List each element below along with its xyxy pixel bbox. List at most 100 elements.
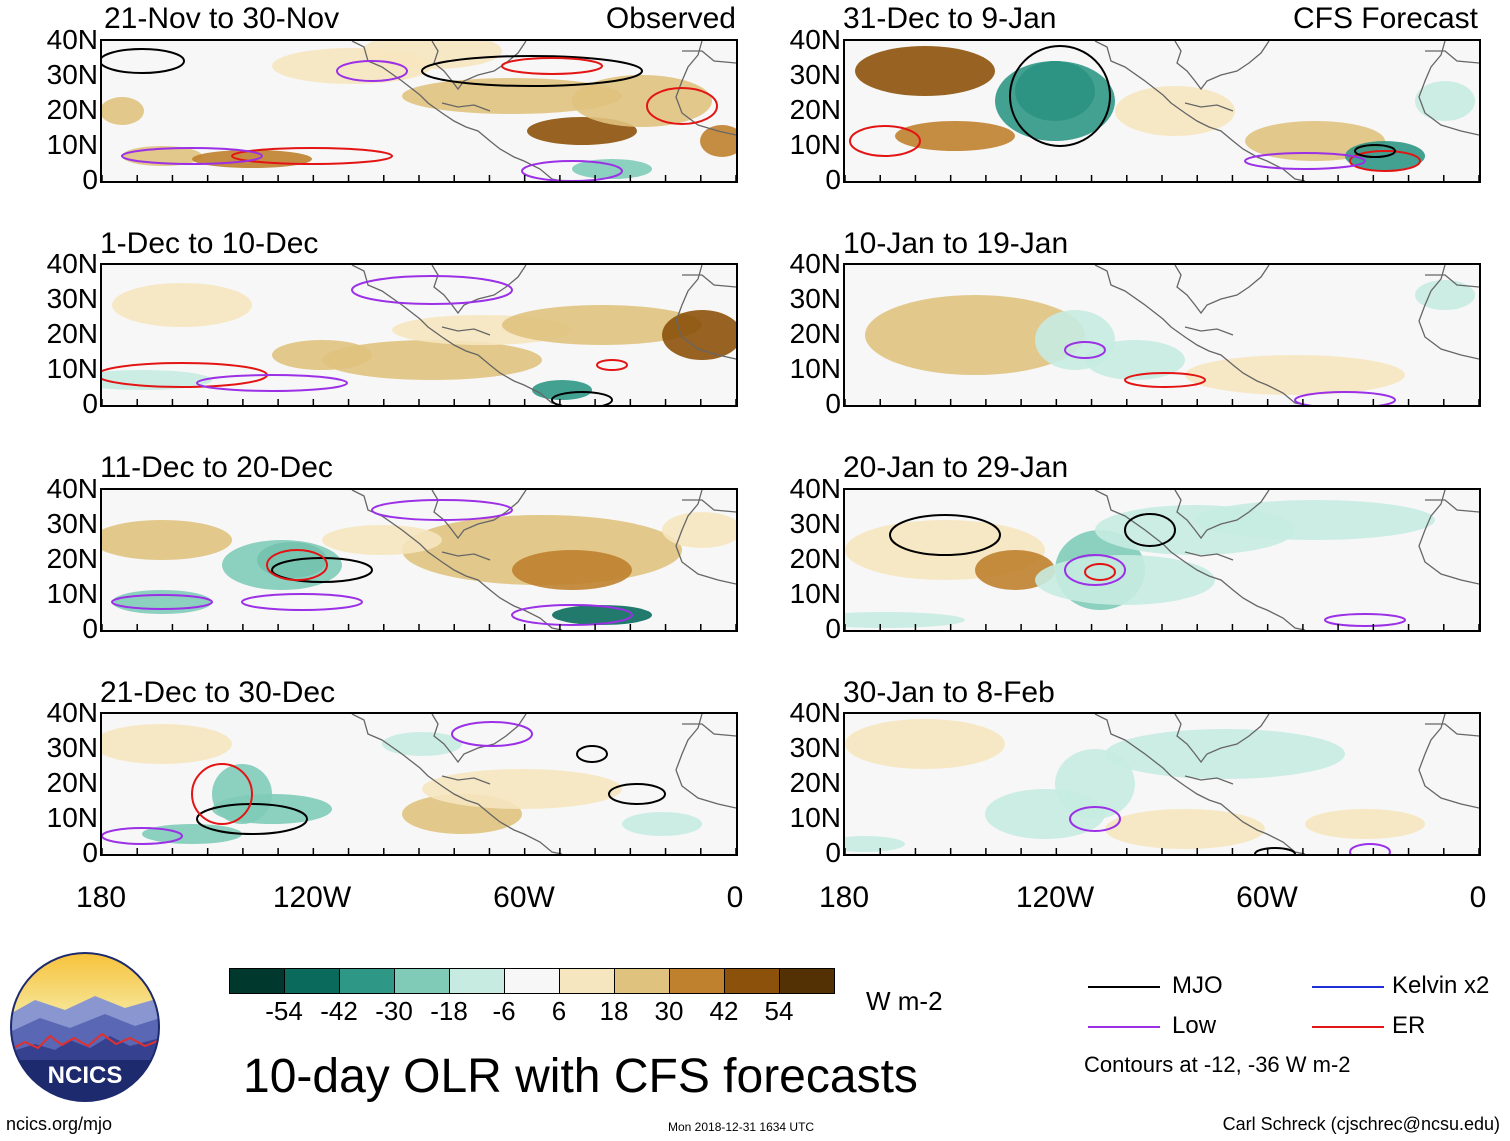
forecast-tag: CFS Forecast: [1292, 2, 1478, 35]
legend-line-low: [1088, 1026, 1160, 1028]
lat-label: 20N: [46, 318, 98, 349]
coastline: [1094, 490, 1479, 630]
wave-contour: [501, 57, 603, 75]
wave-contour: [1349, 843, 1391, 854]
lat-label: 10N: [46, 578, 98, 609]
wave-contour: [451, 721, 533, 747]
wave-contour: [1124, 513, 1176, 547]
wave-contour: [521, 160, 623, 181]
lon-label: 180: [75, 881, 127, 914]
wave-contour: [1254, 847, 1296, 854]
footer-url[interactable]: ncics.org/mjo: [6, 1114, 113, 1134]
lon-label: 60W: [1236, 881, 1298, 914]
footer-timestamp: Mon 2018-12-31 1634 UTC: [668, 1120, 815, 1134]
map-panel-21dec-30dec: [100, 712, 738, 856]
ncics-logo: NCICS: [10, 952, 160, 1102]
lat-label: 0: [82, 837, 98, 868]
olr-anomaly-region: [845, 719, 1005, 769]
legend-label-er: ER: [1392, 1012, 1426, 1039]
lat-label: 10N: [789, 353, 841, 384]
colorbar-swatch: [505, 969, 560, 993]
wave-contour: [596, 359, 628, 371]
wave-contour: [1294, 391, 1396, 405]
wave-contour: [271, 557, 373, 583]
olr-field: [845, 714, 1479, 854]
wave-contour: [196, 803, 308, 835]
wave-contour: [646, 87, 718, 125]
coastline: [1094, 265, 1479, 405]
wave-contour: [102, 827, 183, 845]
wave-contour: [1069, 806, 1121, 832]
panel-title: 11-Dec to 20-Dec: [100, 451, 333, 484]
lon-label: 60W: [493, 881, 555, 914]
wave-contour: [231, 147, 393, 165]
logo-text: NCICS: [48, 1062, 123, 1089]
lat-label: 40N: [46, 24, 98, 55]
colorbar-tick-label: -54: [265, 996, 303, 1026]
lat-label: 30N: [789, 59, 841, 90]
olr-anomaly-region: [985, 789, 1105, 839]
coastline: [351, 714, 736, 854]
wave-contour: [421, 55, 643, 87]
coastline: [351, 265, 736, 405]
wave-contour: [371, 499, 513, 521]
coastline: [1094, 41, 1479, 181]
legend-line-kelvin: [1312, 986, 1384, 988]
olr-anomaly-region: [212, 794, 332, 824]
lat-label: 10N: [789, 129, 841, 160]
lat-label: 40N: [789, 248, 841, 279]
olr-field: [102, 714, 736, 854]
lon-label: 120W: [1015, 881, 1095, 914]
wave-contour: [111, 594, 213, 610]
coastline: [1094, 714, 1479, 854]
colorbar-tick-label: 42: [709, 996, 739, 1026]
map-panel-21nov-30nov: [100, 39, 738, 183]
olr-anomaly-region: [272, 340, 372, 370]
coastline: [351, 490, 736, 630]
colorbar-tick-label: 6: [551, 996, 567, 1026]
olr-anomaly-region: [845, 836, 905, 852]
wave-contour: [1324, 613, 1406, 627]
map-panel-10jan-19jan: [843, 263, 1481, 407]
lat-label: 0: [82, 164, 98, 195]
olr-anomaly-region: [1105, 809, 1265, 849]
lat-label: 30N: [46, 283, 98, 314]
lat-label: 30N: [46, 59, 98, 90]
wave-contour: [266, 549, 328, 581]
olr-anomaly-region: [1035, 555, 1215, 605]
colorbar-swatch: [340, 969, 395, 993]
colorbar-swatch: [560, 969, 615, 993]
lat-label: 0: [825, 388, 841, 419]
legend-line-er: [1312, 1026, 1384, 1028]
olr-field: [845, 41, 1479, 181]
wave-contour: [196, 374, 348, 392]
map-panel-30jan-8feb: [843, 712, 1481, 856]
olr-anomaly-region: [1185, 355, 1405, 395]
lat-label: 20N: [789, 94, 841, 125]
lat-label: 0: [825, 613, 841, 644]
olr-field: [845, 490, 1479, 630]
legend-label-kelvin: Kelvin x2: [1392, 972, 1490, 999]
wave-contour: [1244, 152, 1366, 170]
lat-label: 20N: [46, 767, 98, 798]
lon-label: 180: [818, 881, 870, 914]
lat-label: 40N: [789, 697, 841, 728]
olr-anomaly-region: [895, 121, 1015, 151]
olr-anomaly-region: [422, 769, 622, 809]
olr-field: [102, 490, 736, 630]
olr-anomaly-region: [102, 97, 144, 125]
map-panel-11dec-20dec: [100, 488, 738, 632]
panel-title: 30-Jan to 8-Feb: [843, 676, 1055, 709]
colorbar-swatch: [725, 969, 780, 993]
olr-anomaly-region: [622, 812, 702, 836]
olr-anomaly-region: [1305, 809, 1425, 839]
wave-contour: [351, 275, 513, 305]
olr-anomaly-region: [502, 305, 702, 345]
wave-contour: [1084, 563, 1116, 581]
lat-label: 20N: [46, 94, 98, 125]
colorbar: [229, 968, 835, 994]
olr-anomaly-region: [272, 48, 432, 84]
units-label: W m-2: [866, 986, 943, 1016]
wave-contour: [336, 60, 408, 82]
map-panel-31dec-9jan: [843, 39, 1481, 183]
